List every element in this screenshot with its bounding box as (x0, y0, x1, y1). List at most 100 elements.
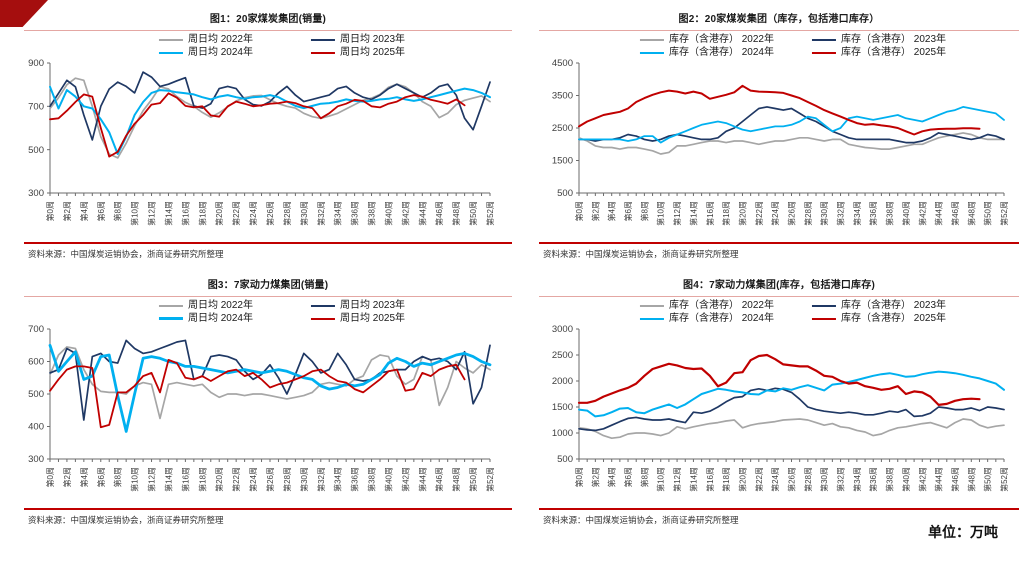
x-axis-label: 第40周 (901, 201, 911, 226)
series-line-2024 (48, 343, 492, 433)
x-axis-label: 第40周 (383, 467, 393, 492)
y-axis-label: 300 (28, 454, 44, 465)
x-axis-label: 第16周 (180, 201, 190, 226)
legend-label: 库存（含港存） 2024年 (668, 313, 774, 324)
x-axis-label: 第46周 (434, 201, 444, 226)
series-line-2024 (578, 106, 1005, 144)
x-axis-label: 第46周 (950, 201, 960, 226)
legend-label: 库存（含港存） 2022年 (668, 300, 774, 311)
x-axis-label: 第20周 (737, 201, 747, 226)
x-axis-label: 第38周 (367, 467, 377, 492)
x-axis-label: 第8周 (639, 467, 649, 487)
legend-label: 周日均 2022年 (187, 300, 253, 311)
title-underline (24, 30, 512, 31)
x-axis-label: 第14周 (163, 201, 173, 226)
x-axis-label: 第18周 (197, 201, 207, 226)
x-axis-label: 第52周 (485, 201, 495, 226)
series-line-2023 (49, 339, 491, 421)
x-axis-label: 第8周 (113, 201, 123, 221)
legend-item: 库存（含港存） 2025年 (812, 312, 946, 325)
x-axis-label: 第20周 (214, 201, 224, 226)
x-axis-label: 第50周 (983, 467, 993, 492)
x-axis-label: 第26周 (787, 467, 797, 492)
legend-item: 库存（含港存） 2024年 (639, 312, 774, 325)
x-axis-label: 第28周 (803, 467, 813, 492)
chart-title-3: 图3：7家动力煤集团(销量) (207, 280, 329, 291)
x-axis-label: 第12周 (672, 467, 682, 492)
series-line-2025 (577, 353, 981, 407)
x-axis-label: 第44周 (934, 467, 944, 492)
x-axis-label: 第2周 (62, 467, 72, 487)
x-axis-label: 第36周 (350, 467, 360, 492)
x-axis-label: 第46周 (950, 467, 960, 492)
x-axis-label: 第44周 (934, 201, 944, 226)
x-axis-label: 第52周 (485, 467, 495, 492)
chart-canvas-1: 300500700900第0周 第2周 第4周 第6周 第8周 第10周 第12周 第14周第… (28, 58, 495, 226)
chart-legend-1: 周日均 2022年 周日均 2023年 周日均 2024年 周日均 2025年 (158, 33, 405, 59)
legend-item: 周日均 2025年 (311, 46, 405, 59)
x-axis-label: 第30周 (819, 467, 829, 492)
x-axis-label: 第30周 (299, 201, 309, 226)
y-axis-label: 600 (28, 357, 44, 368)
x-axis-label: 第40周 (901, 467, 911, 492)
x-axis-label: 第12周 (672, 201, 682, 226)
x-axis-label: 第18周 (197, 467, 207, 492)
x-axis-label: 第44周 (417, 467, 427, 492)
series-line-2023 (578, 387, 1005, 432)
legend-label: 周日均 2023年 (340, 34, 406, 45)
x-axis-label: 第26周 (787, 201, 797, 226)
x-axis-label: 第28周 (282, 201, 292, 226)
x-axis-label: 第38周 (367, 201, 377, 226)
y-axis-label: 2500 (552, 123, 573, 134)
chart-legend-3: 周日均 2022年 周日均 2023年 周日均 2024年 周日均 2025年 (158, 299, 405, 325)
x-axis-label: 第0周 (574, 201, 584, 221)
y-axis-label: 3000 (552, 324, 573, 335)
legend-line-swatch (158, 51, 183, 54)
x-axis-label: 第42周 (917, 201, 927, 226)
chart-area-4: 库存（含港存） 2022年 库存（含港存） 2023年 库存（含港存） 2024年 库… (539, 297, 1019, 507)
x-axis-label: 第2周 (590, 201, 600, 221)
x-axis-label: 第34周 (852, 201, 862, 226)
y-axis-label: 500 (557, 454, 573, 465)
x-axis-label: 第12周 (147, 201, 157, 226)
x-axis-label: 第48周 (966, 201, 976, 226)
x-axis-label: 第26周 (265, 467, 275, 492)
x-axis-label: 第50周 (468, 201, 478, 226)
title-underline (539, 296, 1019, 297)
x-axis-label: 第32周 (836, 467, 846, 492)
x-axis-label: 第34周 (852, 467, 862, 492)
y-axis-label: 400 (28, 422, 44, 433)
legend-item: 周日均 2023年 (311, 299, 405, 312)
y-axis-label: 500 (28, 145, 44, 156)
x-axis-label: 第10周 (656, 201, 666, 226)
legend-item: 周日均 2025年 (311, 312, 405, 325)
x-axis-label: 第18周 (721, 201, 731, 226)
series-line-2022 (49, 77, 491, 159)
legend-line-swatch (311, 51, 335, 54)
legend-line-swatch (311, 317, 335, 320)
x-axis-label: 第8周 (113, 467, 123, 487)
legend-label: 库存（含港存） 2023年 (841, 34, 947, 45)
source-text-1: 资料来源：中国煤炭运销协会，浙商证券研究所整理 (28, 249, 224, 259)
source-divider (24, 242, 512, 244)
x-axis-label: 第42周 (917, 467, 927, 492)
legend-line-swatch (158, 38, 183, 41)
x-axis-label: 第44周 (417, 201, 427, 226)
legend-item: 周日均 2024年 (158, 46, 253, 59)
unit-label: 单位：万吨 (928, 524, 998, 540)
x-axis-label: 第22周 (231, 467, 241, 492)
series-line-2023 (49, 71, 491, 141)
y-axis-label: 900 (28, 58, 44, 69)
x-axis-label: 第24周 (248, 201, 258, 226)
x-axis-label: 第4周 (607, 201, 617, 221)
x-axis-label: 第46周 (434, 467, 444, 492)
legend-line-swatch (812, 317, 836, 320)
x-axis-label: 第28周 (803, 201, 813, 226)
legend-line-swatch (812, 38, 836, 41)
legend-item: 周日均 2023年 (311, 33, 405, 46)
legend-line-swatch (639, 304, 664, 307)
x-axis-label: 第14周 (163, 467, 173, 492)
x-axis-label: 第48周 (966, 467, 976, 492)
legend-item: 库存（含港存） 2025年 (812, 46, 946, 59)
x-axis-label: 第24周 (248, 467, 258, 492)
